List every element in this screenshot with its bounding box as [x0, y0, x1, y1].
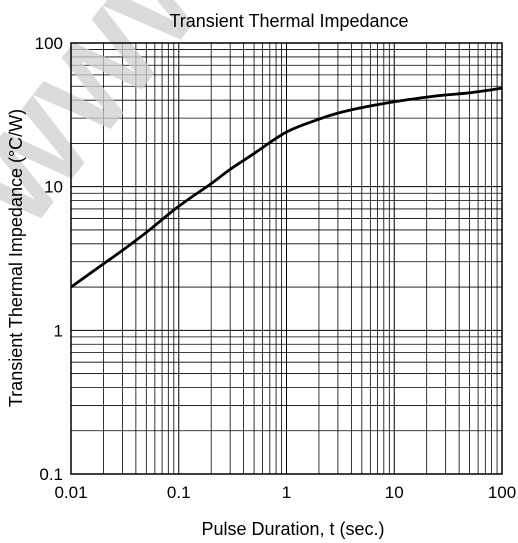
- series-line-0: [70, 86, 503, 289]
- y-tick-label: 10: [44, 178, 63, 197]
- chart-title: Transient Thermal Impedance: [169, 11, 408, 31]
- y-tick-label: 100: [35, 34, 63, 53]
- series-layer: [70, 86, 503, 289]
- x-tick-label: 1: [282, 483, 291, 502]
- x-tick-label: 0.01: [54, 483, 87, 502]
- plot-frame: [70, 42, 503, 475]
- grid: [70, 43, 502, 475]
- y-tick-label: 0.1: [39, 465, 63, 484]
- y-tick-label: 1: [54, 321, 63, 340]
- x-axis-label: Pulse Duration, t (sec.): [201, 519, 384, 539]
- y-axis-label: Transient Thermal Impedance (°C/W): [6, 109, 26, 407]
- x-tick-label: 0.1: [167, 483, 191, 502]
- x-tick-label: 10: [385, 483, 404, 502]
- x-tick-label: 100: [488, 483, 516, 502]
